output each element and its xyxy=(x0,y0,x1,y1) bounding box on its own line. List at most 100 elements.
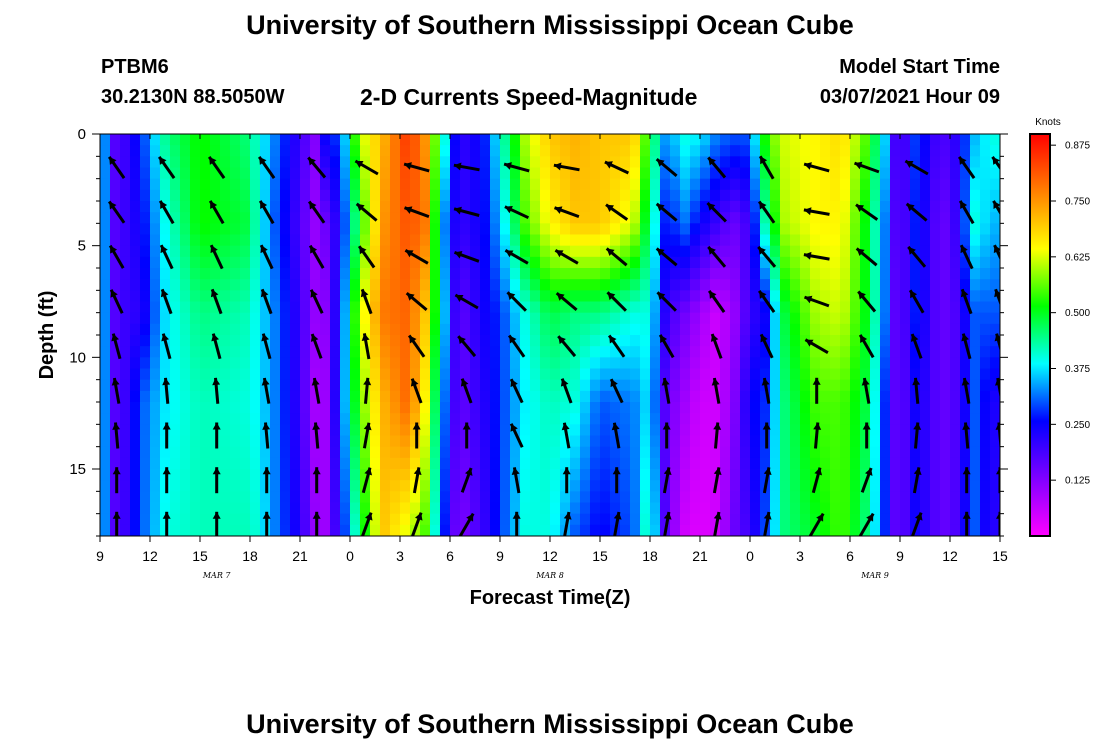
heatmap-cell xyxy=(810,201,821,213)
heatmap-cell xyxy=(680,513,691,526)
heatmap-cell xyxy=(450,178,461,191)
heatmap-cell xyxy=(550,290,561,303)
heatmap-cell xyxy=(980,335,991,347)
heatmap-cell xyxy=(280,301,291,314)
heatmap-cell xyxy=(300,424,311,437)
heatmap-cell xyxy=(830,402,841,414)
heatmap-cell xyxy=(860,256,871,269)
heatmap-cell xyxy=(120,435,131,448)
heatmap-cell xyxy=(450,469,461,481)
heatmap-cell xyxy=(710,457,721,470)
heatmap-cell xyxy=(600,256,611,269)
heatmap-cell xyxy=(510,234,521,247)
heatmap-cell xyxy=(110,156,121,169)
heatmap-cell xyxy=(680,323,691,336)
heatmap-cell xyxy=(210,189,221,202)
heatmap-cell xyxy=(240,413,251,425)
heatmap-cell xyxy=(370,223,381,236)
heatmap-cell xyxy=(650,312,661,325)
heatmap-cell xyxy=(710,234,721,247)
x-tick-label: 15 xyxy=(192,548,208,564)
heatmap-cell xyxy=(600,268,611,280)
heatmap-cell xyxy=(800,480,811,492)
current-arrow xyxy=(509,378,524,404)
heatmap-cell xyxy=(260,357,271,370)
heatmap-cell xyxy=(430,145,441,157)
heatmap-cell xyxy=(850,491,861,504)
heatmap-cell xyxy=(990,268,1000,280)
current-arrow xyxy=(858,512,875,536)
heatmap-cell xyxy=(750,245,761,258)
heatmap-cell xyxy=(160,390,171,403)
current-arrow xyxy=(404,249,429,265)
heatmap-cell xyxy=(540,234,551,247)
heatmap-cell xyxy=(880,245,891,258)
heatmap-cell xyxy=(560,312,571,325)
heatmap-cell xyxy=(470,402,481,414)
heatmap-cell xyxy=(640,390,651,403)
heatmap-cell xyxy=(360,134,371,146)
heatmap-cell xyxy=(590,368,601,381)
heatmap-cell xyxy=(470,502,481,515)
heatmap-cell xyxy=(190,480,201,492)
heatmap-cell xyxy=(900,491,911,504)
heatmap-cell xyxy=(380,346,391,358)
heatmap-cell xyxy=(440,301,451,314)
current-arrow xyxy=(862,422,871,449)
heatmap-cell xyxy=(830,134,841,146)
heatmap-cell xyxy=(170,469,181,481)
heatmap-cell xyxy=(810,256,821,269)
heatmap-cell xyxy=(620,323,631,336)
heatmap-cell xyxy=(970,513,981,526)
heatmap-cell xyxy=(170,435,181,448)
date-label: MAR 9 xyxy=(860,571,889,580)
heatmap-cell xyxy=(570,245,581,258)
heatmap-cell xyxy=(330,480,341,492)
heatmap-cell xyxy=(250,390,261,403)
heatmap-cell xyxy=(920,513,931,526)
heatmap-cell xyxy=(290,379,301,392)
heatmap-cell xyxy=(480,256,491,269)
heatmap-cell xyxy=(300,357,311,370)
heatmap-cell xyxy=(290,335,301,347)
heatmap-cell xyxy=(180,323,191,336)
heatmap-cell xyxy=(140,156,151,169)
heatmap-cell xyxy=(110,279,121,291)
heatmap-cell xyxy=(530,524,541,536)
heatmap-cell xyxy=(860,279,871,291)
current-arrow xyxy=(503,162,530,173)
heatmap-cell xyxy=(460,502,471,515)
heatmap-cell xyxy=(470,413,481,425)
heatmap-cell xyxy=(730,178,741,191)
heatmap-cell xyxy=(410,301,421,314)
heatmap-cell xyxy=(680,134,691,146)
heatmap-cell xyxy=(690,134,701,146)
heatmap-cell xyxy=(630,513,641,526)
heatmap-cell xyxy=(590,424,601,437)
heatmap-cell xyxy=(230,189,241,202)
heatmap-cell xyxy=(280,502,291,515)
heatmap-cell xyxy=(850,424,861,437)
current-arrow xyxy=(504,205,530,220)
heatmap-cell xyxy=(650,145,661,157)
heatmap-cell xyxy=(370,245,381,258)
heatmap-cell xyxy=(140,189,151,202)
station-coords: 30.2130N 88.5050W xyxy=(101,86,285,108)
heatmap-cell xyxy=(310,279,321,291)
heatmap-cell xyxy=(910,469,921,481)
heatmap-cell xyxy=(450,335,461,347)
heatmap-cell xyxy=(450,212,461,224)
heatmap-cell xyxy=(950,245,961,258)
heatmap-cell xyxy=(810,413,821,425)
heatmap-cell xyxy=(710,279,721,291)
heatmap-cell xyxy=(490,312,501,325)
heatmap-cell xyxy=(160,279,171,291)
heatmap-cell xyxy=(410,469,421,481)
heatmap-cell xyxy=(450,390,461,403)
heatmap-cell xyxy=(170,201,181,213)
heatmap-cell xyxy=(760,457,771,470)
heatmap-cell xyxy=(680,268,691,280)
heatmap-cell xyxy=(680,201,691,213)
heatmap-cell xyxy=(370,256,381,269)
heatmap-cell xyxy=(980,480,991,492)
